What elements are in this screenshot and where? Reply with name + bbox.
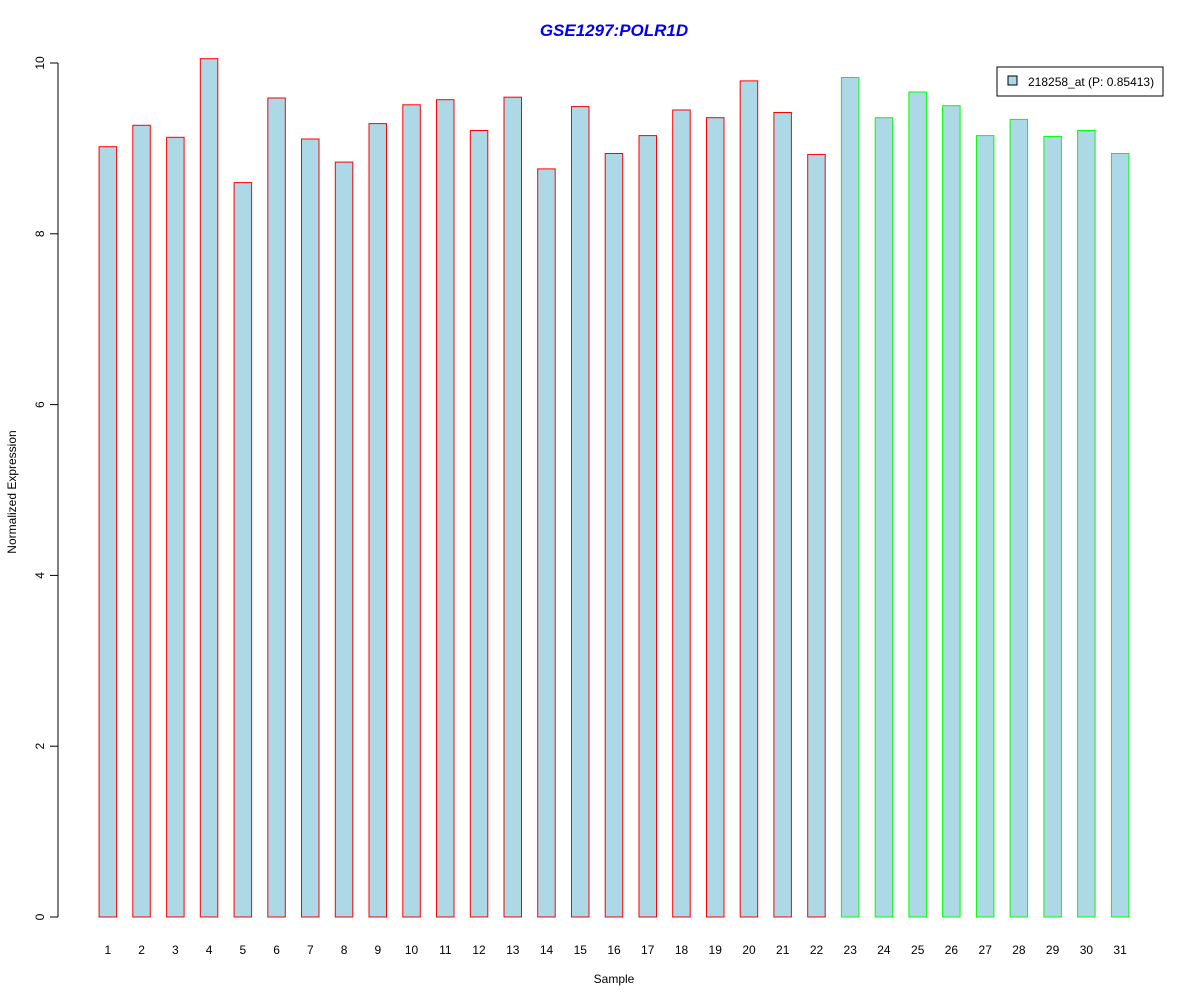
x-tick-label: 16 (607, 943, 621, 957)
bar-sample-12 (469, 130, 489, 918)
x-tick-label: 31 (1113, 943, 1127, 957)
x-tick-label: 6 (273, 943, 280, 957)
x-tick-label: 30 (1080, 943, 1094, 957)
bar-sample-20 (739, 80, 759, 918)
x-axis-label: Sample (594, 972, 635, 986)
y-tick-label: 10 (33, 56, 47, 70)
bars (98, 58, 1130, 918)
x-tick-labels: 1 2 3 4 5 6 7 8 9 10 11 12 13 14 15 16 17 18 19 20 21 22 23 24 2… (105, 943, 1128, 957)
x-tick-label: 14 (540, 943, 554, 957)
x-tick-label: 19 (709, 943, 723, 957)
bar-sample-29 (1043, 135, 1062, 918)
x-tick-label: 27 (979, 943, 993, 957)
legend-swatch (1007, 75, 1018, 86)
bar-sample-16 (604, 153, 624, 918)
bar-sample-9 (368, 123, 387, 918)
x-tick-label: 15 (574, 943, 588, 957)
bar-sample-24 (874, 117, 894, 918)
bar-sample-26 (942, 105, 961, 918)
bar-sample-28 (1009, 118, 1029, 918)
bar-sample-27 (975, 135, 995, 918)
y-tick-label: 2 (33, 743, 47, 750)
bar-sample-31 (1110, 153, 1130, 918)
x-tick-label: 1 (105, 943, 112, 957)
bar-sample-1 (98, 146, 118, 918)
x-tick-label: 9 (374, 943, 381, 957)
x-tick-label: 12 (472, 943, 486, 957)
x-tick-label: 10 (405, 943, 419, 957)
bar-sample-17 (638, 135, 657, 918)
bar-sample-7 (301, 138, 320, 918)
bar-sample-15 (571, 106, 590, 918)
x-tick-label: 5 (239, 943, 246, 957)
x-tick-label: 22 (810, 943, 824, 957)
x-tick-label: 20 (742, 943, 756, 957)
bar-sample-3 (166, 136, 185, 918)
y-tick-label: 6 (33, 401, 47, 408)
legend-label: 218258_at (P: 0.85413) (1028, 75, 1154, 89)
y-axis-label: Normalized Expression (5, 430, 19, 553)
bar-sample-25 (908, 91, 927, 918)
bar-sample-23 (840, 77, 860, 918)
y-tick-label: 0 (33, 913, 47, 920)
x-tick-label: 7 (307, 943, 314, 957)
legend-box (996, 66, 1164, 97)
bar-sample-19 (706, 117, 725, 918)
y-tick-label: 4 (33, 572, 47, 579)
bar-sample-22 (807, 153, 826, 918)
y-tick-label: 8 (33, 230, 47, 237)
x-tick-label: 21 (776, 943, 790, 957)
x-tick-label: 25 (911, 943, 925, 957)
bar-sample-10 (402, 104, 421, 918)
x-tick-label: 18 (675, 943, 689, 957)
x-tick-label: 24 (877, 943, 891, 957)
x-tick-label: 11 (439, 943, 452, 957)
bar-sample-11 (436, 99, 455, 918)
x-tick-label: 2 (138, 943, 145, 957)
bar-sample-6 (267, 97, 286, 918)
x-tick-label: 3 (172, 943, 179, 957)
bar-sample-8 (334, 161, 354, 918)
bar-sample-30 (1077, 130, 1096, 918)
bar-sample-14 (537, 168, 556, 918)
x-tick-label: 28 (1012, 943, 1026, 957)
bar-sample-2 (132, 124, 151, 918)
bar-sample-4 (199, 58, 219, 918)
x-tick-label: 29 (1046, 943, 1060, 957)
y-axis: 0 2 4 6 8 10 (33, 56, 59, 920)
chart-title: GSE1297:POLR1D (540, 21, 688, 40)
legend: 218258_at (P: 0.85413) (996, 66, 1164, 97)
x-tick-label: 17 (641, 943, 655, 957)
bar-sample-21 (773, 112, 792, 918)
x-tick-label: 13 (506, 943, 520, 957)
bar-sample-13 (503, 96, 522, 918)
x-tick-label: 4 (206, 943, 213, 957)
x-tick-label: 26 (945, 943, 959, 957)
x-tick-label: 23 (844, 943, 858, 957)
bar-sample-5 (233, 182, 253, 918)
bar-sample-18 (672, 109, 691, 918)
x-tick-label: 8 (341, 943, 348, 957)
